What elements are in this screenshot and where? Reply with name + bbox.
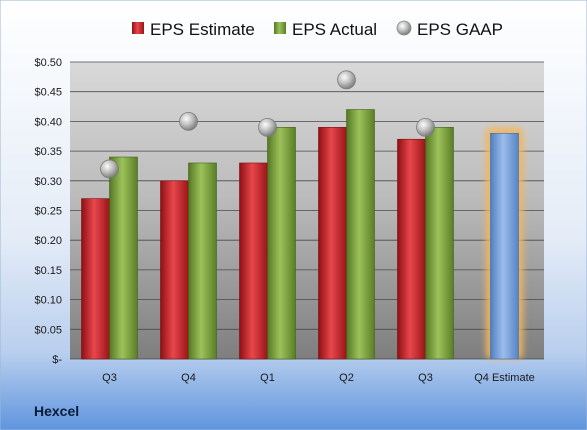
legend-label-estimate: EPS Estimate xyxy=(150,20,255,39)
bar-eps-actual xyxy=(346,109,375,360)
legend-swatch-actual xyxy=(274,22,286,34)
bar-eps-actual xyxy=(109,156,138,360)
y-tick-label: $0.50 xyxy=(34,57,62,69)
bar-eps-estimate xyxy=(160,180,189,360)
x-tick-label: Q1 xyxy=(260,372,275,384)
bar-eps-estimate xyxy=(318,127,347,360)
gaap-marker xyxy=(416,117,435,137)
x-tick-label: Q4 Estimate xyxy=(474,372,535,384)
y-tick-label: $0.15 xyxy=(34,265,62,277)
x-tick-label: Q3 xyxy=(102,372,117,384)
legend-swatch-gaap xyxy=(396,20,412,36)
legend-label-gaap: EPS GAAP xyxy=(417,20,503,39)
legend: EPS Estimate EPS Actual EPS GAAP xyxy=(132,20,503,39)
y-tick-label: $0.05 xyxy=(34,324,62,336)
gaap-marker xyxy=(100,159,119,179)
y-tick-label: $0.45 xyxy=(34,87,62,99)
y-tick-label: $0.25 xyxy=(34,206,62,218)
bar-eps-estimate xyxy=(81,198,110,360)
y-axis-ticks: $- $0.05 $0.10 $0.15 $0.20 $0.25 $0.30 $0.35 $0.… xyxy=(34,57,62,366)
legend-swatch-estimate xyxy=(132,22,144,34)
y-tick-label: $0.40 xyxy=(34,116,62,128)
bar-eps-estimate xyxy=(397,138,426,360)
gaap-markers xyxy=(100,70,435,179)
x-tick-label: Q4 xyxy=(181,372,196,384)
bar-eps-actual xyxy=(267,127,296,360)
gaap-marker xyxy=(337,70,356,90)
bar-eps-actual xyxy=(188,162,217,360)
company-name: Hexcel xyxy=(34,403,79,419)
y-tick-label: $0.10 xyxy=(34,295,62,307)
x-tick-label: Q2 xyxy=(339,372,354,384)
y-tick-label: $0.20 xyxy=(34,235,62,247)
y-tick-label: $0.30 xyxy=(34,176,62,188)
gaap-marker xyxy=(179,112,198,131)
x-axis-ticks: Q3 Q4 Q1 Q2 Q3 Q4 Estimate xyxy=(102,372,535,384)
bar-eps-actual xyxy=(425,127,454,360)
bars xyxy=(81,109,524,360)
gaap-marker xyxy=(258,117,277,137)
y-tick-label: $0.35 xyxy=(34,146,62,158)
legend-label-actual: EPS Actual xyxy=(292,20,377,39)
x-tick-label: Q3 xyxy=(418,372,433,384)
gridlines xyxy=(70,61,544,360)
bar-eps-estimate xyxy=(239,162,268,360)
y-tick-label: $- xyxy=(52,354,62,366)
bar-eps-estimate xyxy=(490,132,519,360)
